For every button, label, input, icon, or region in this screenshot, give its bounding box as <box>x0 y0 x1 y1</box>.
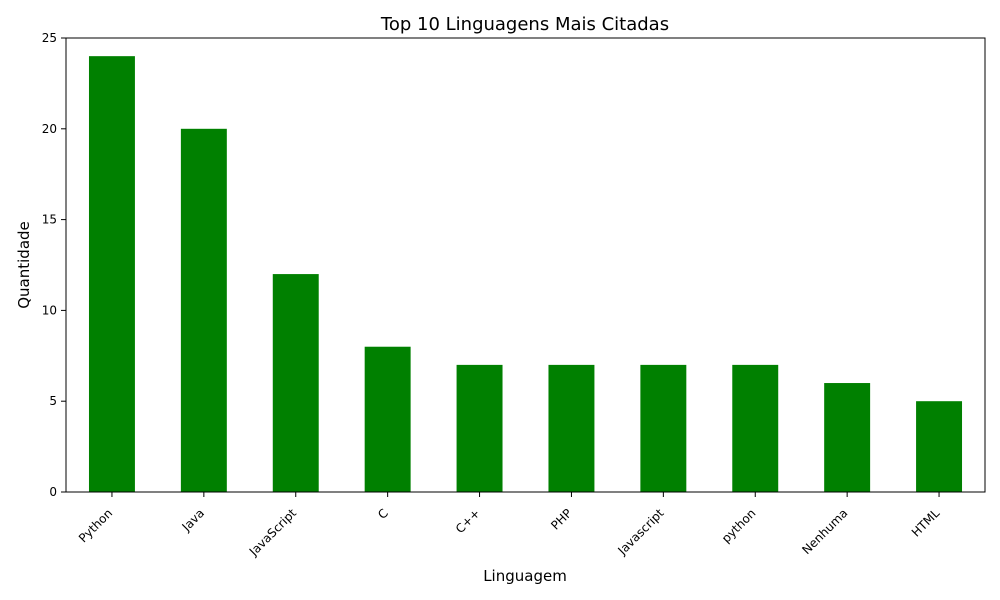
x-tick-label-6: Javascript <box>614 506 666 558</box>
x-tick-label-5: PHP <box>548 506 575 533</box>
y-axis-label: Quantidade <box>15 221 33 309</box>
y-tick-label-0: 0 <box>49 485 57 499</box>
x-tick-label-4: C++ <box>453 506 483 536</box>
plot-frame <box>65 37 986 493</box>
bar-3 <box>364 346 411 492</box>
y-tick-label-5: 25 <box>42 31 57 45</box>
bar-6 <box>640 364 687 492</box>
x-axis-ticks: Python Java JavaScript C C++ PHP Javascript pyt… <box>76 492 943 559</box>
x-tick-label-7: python <box>719 506 759 546</box>
y-tick-label-3: 15 <box>42 213 57 227</box>
x-tick-label-0: Python <box>76 506 115 545</box>
bar-2 <box>272 274 319 492</box>
x-tick-label-3: C <box>375 506 391 522</box>
bar-1 <box>180 128 227 493</box>
bar-8 <box>824 383 871 492</box>
bar-9 <box>916 401 963 492</box>
x-axis-label: Linguagem <box>483 567 567 585</box>
x-tick-label-8: Nenhuma <box>799 506 850 557</box>
x-tick-label-2: JavaScript <box>246 506 299 559</box>
x-tick-label-9: HTML <box>909 506 943 540</box>
x-tick-label-1: Java <box>179 506 208 535</box>
bar-7 <box>732 364 779 492</box>
y-tick-label-1: 5 <box>49 394 57 408</box>
bar-4 <box>456 364 503 492</box>
chart-title: Top 10 Linguagens Mais Citadas <box>380 14 669 35</box>
bars-group <box>88 56 963 493</box>
y-tick-label-2: 10 <box>42 303 57 317</box>
bar-0 <box>88 56 135 492</box>
bar-5 <box>548 364 595 492</box>
y-axis-ticks: 0 5 10 15 20 25 <box>42 31 66 499</box>
y-tick-label-4: 20 <box>42 122 57 136</box>
